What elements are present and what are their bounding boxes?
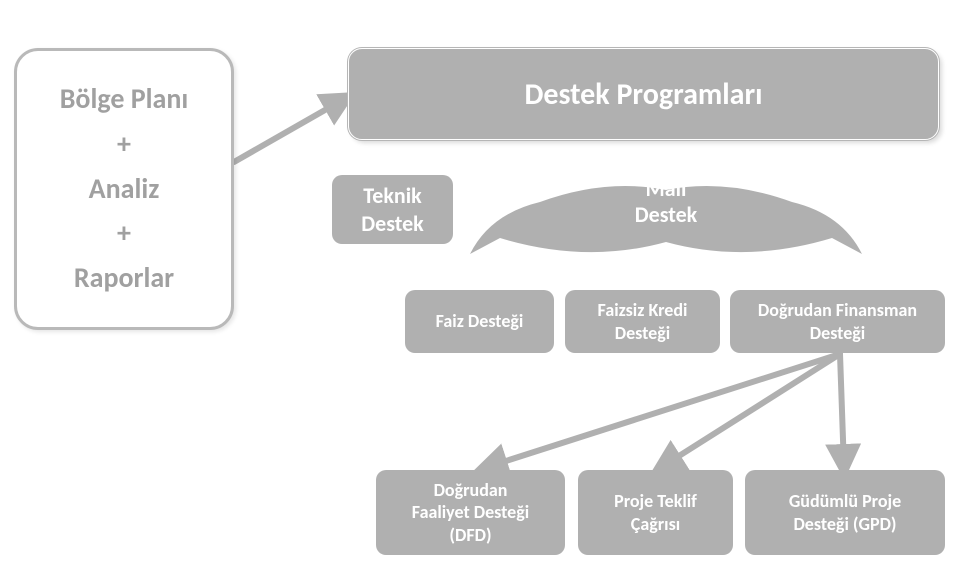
dfd-node: DoğrudanFaaliyet Desteği(DFD): [376, 470, 565, 555]
dogrudan-label: Doğrudan FinansmanDesteği: [758, 299, 917, 344]
gpd-node: Güdümlü ProjeDesteği (GPD): [745, 470, 945, 555]
title-label: Destek Programları: [524, 76, 762, 113]
gpd-label: Güdümlü ProjeDesteği (GPD): [789, 490, 901, 535]
proje-label: Proje TeklifÇağrısı: [614, 490, 697, 535]
teknik-destek-node: TeknikDestek: [332, 175, 453, 244]
faiz-label: Faiz Desteği: [436, 310, 524, 333]
faizsiz-kredi-node: Faizsiz KrediDesteği: [565, 290, 720, 353]
left-input-box: Bölge Planı+Analiz+Raporlar: [14, 48, 234, 330]
mali-destek-node: MaliDestek: [588, 174, 745, 230]
teknik-label: TeknikDestek: [361, 182, 423, 237]
mali-label: MaliDestek: [635, 176, 697, 229]
faizsiz-label: Faizsiz KrediDesteği: [598, 299, 688, 344]
dfd-label: DoğrudanFaaliyet Desteği(DFD): [412, 479, 529, 547]
dogrudan-finansman-node: Doğrudan FinansmanDesteği: [730, 290, 945, 353]
faiz-destegi-node: Faiz Desteği: [405, 290, 554, 353]
proje-teklif-node: Proje TeklifÇağrısı: [578, 470, 733, 555]
destek-programlari-title: Destek Programları: [348, 48, 939, 140]
